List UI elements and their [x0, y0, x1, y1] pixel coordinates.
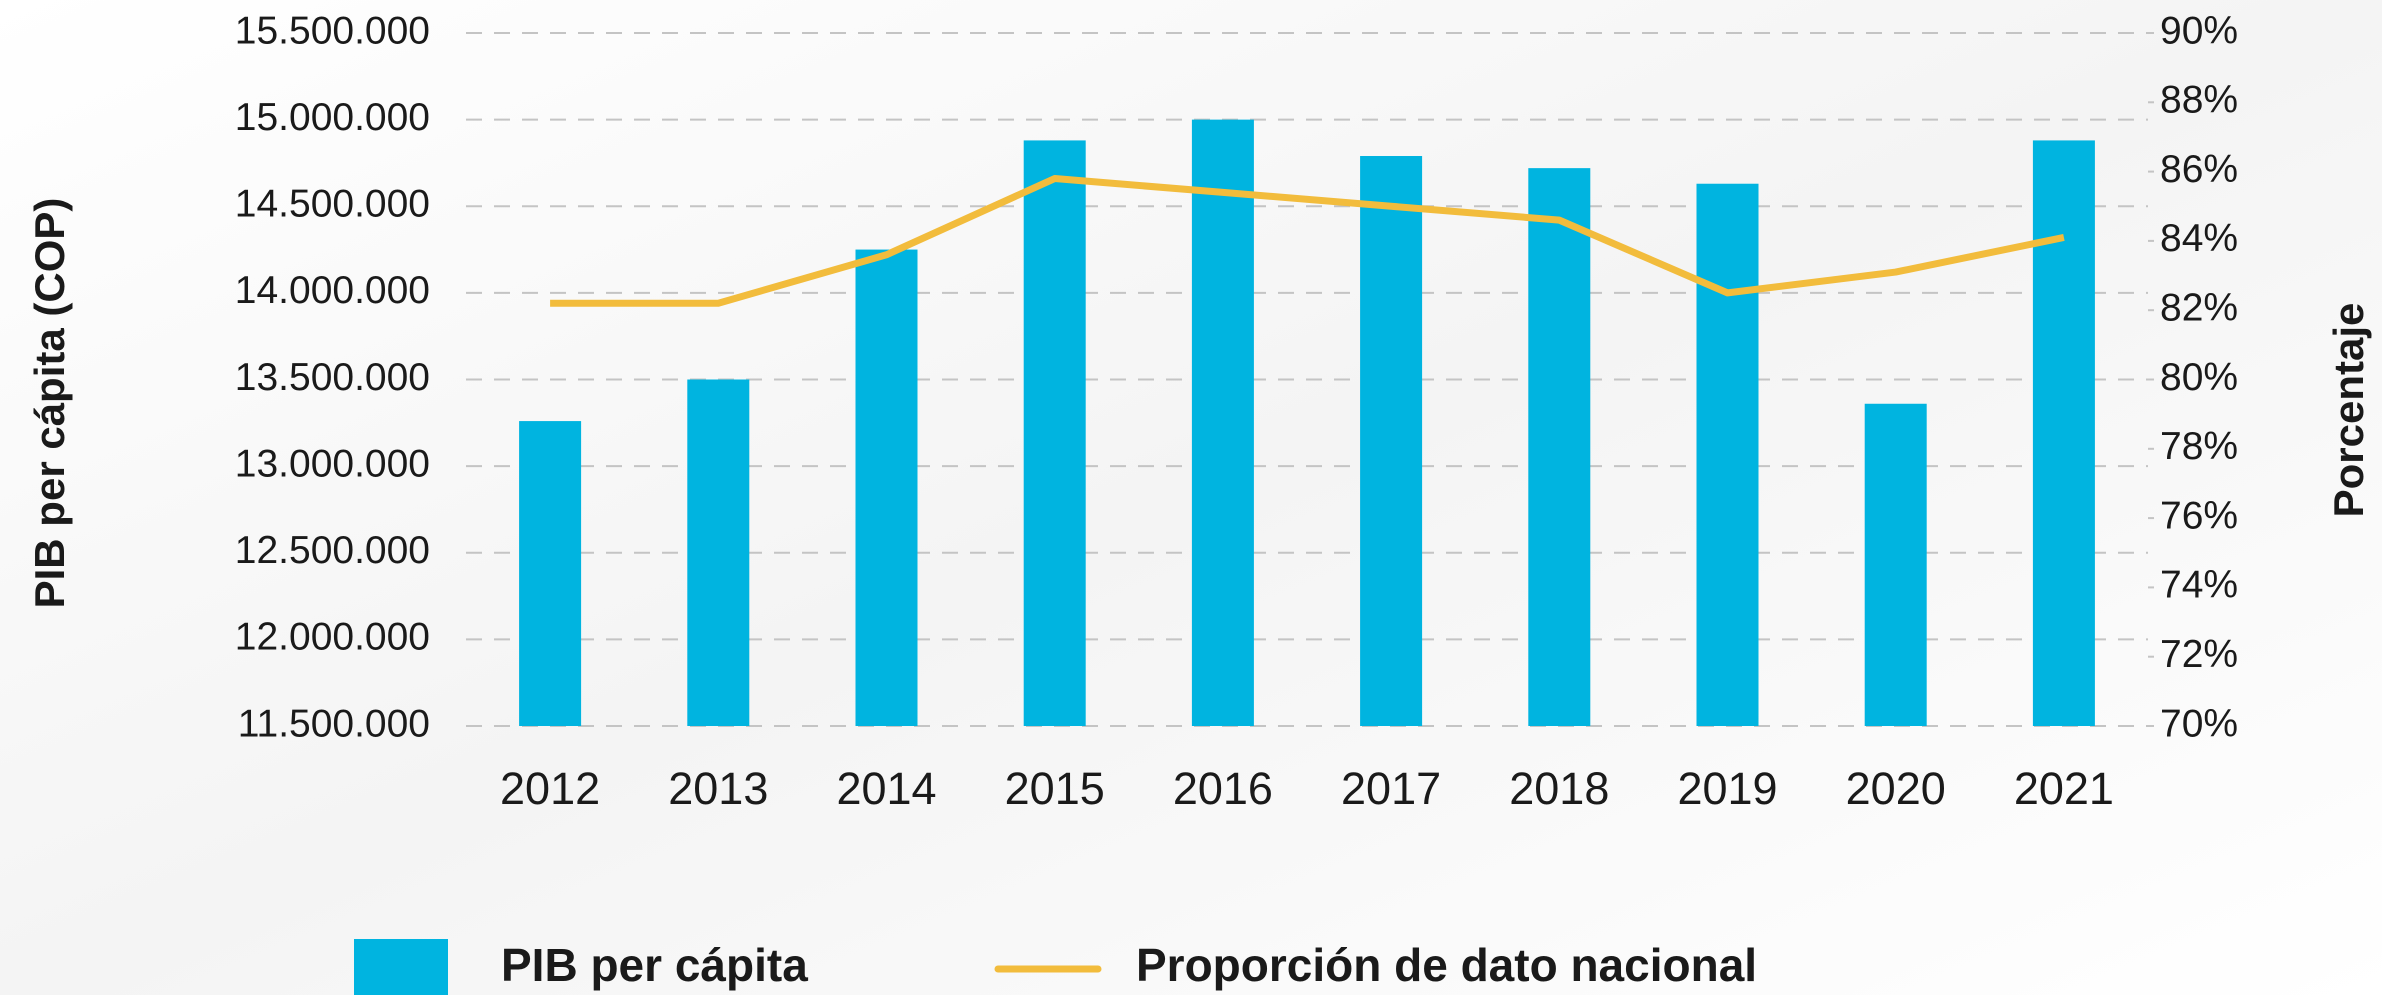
y2-tick-label: 70%	[2160, 702, 2238, 745]
y-tick-label: 14.000.000	[235, 269, 430, 312]
x-tick-label: 2019	[1677, 763, 1777, 814]
x-tick-label: 2012	[500, 763, 600, 814]
legend-swatch	[354, 939, 448, 995]
y2-tick-label: 88%	[2160, 79, 2238, 122]
y2-tick-label: 90%	[2160, 9, 2238, 52]
bar	[1360, 156, 1423, 726]
bar	[855, 249, 918, 726]
y-tick-label: 15.000.000	[235, 96, 430, 139]
x-tick-label: 2014	[836, 763, 936, 814]
y2-tick-label: 84%	[2160, 217, 2238, 260]
y-tick-label: 15.500.000	[235, 9, 430, 52]
y-tick-label: 13.500.000	[235, 356, 430, 399]
x-tick-label: 2016	[1173, 763, 1273, 814]
bar	[1023, 140, 1086, 727]
y-tick-label: 14.500.000	[235, 183, 430, 226]
y2-tick-label: 74%	[2160, 564, 2238, 607]
y2-tick-label: 86%	[2160, 148, 2238, 191]
x-tick-label: 2015	[1005, 763, 1105, 814]
y-tick-label: 12.000.000	[235, 616, 430, 659]
y-tick-label: 13.000.000	[235, 442, 430, 485]
y-tick-label: 12.500.000	[235, 529, 430, 572]
legend-label: PIB per cápita	[501, 939, 808, 991]
y2-tick-label: 78%	[2160, 425, 2238, 468]
bar	[687, 379, 750, 726]
y-axis-title: PIB per cápita (COP)	[26, 198, 73, 609]
x-tick-label: 2018	[1509, 763, 1609, 814]
bar	[1191, 119, 1254, 726]
bar	[2032, 140, 2095, 727]
x-tick-label: 2017	[1341, 763, 1441, 814]
legend-label: Proporción de dato nacional	[1136, 939, 1757, 991]
y2-tick-label: 80%	[2160, 356, 2238, 399]
y2-tick-label: 82%	[2160, 286, 2238, 329]
x-tick-label: 2021	[2014, 763, 2114, 814]
y2-axis-title: Porcentaje	[2325, 303, 2372, 518]
bar	[519, 421, 582, 726]
bar	[1696, 183, 1759, 727]
y-tick-label: 11.500.000	[238, 702, 430, 745]
y2-tick-label: 72%	[2160, 633, 2238, 676]
y2-tick-label: 76%	[2160, 494, 2238, 537]
bar	[1864, 403, 1927, 726]
line	[550, 175, 2065, 307]
bar	[1528, 168, 1591, 726]
x-tick-label: 2013	[668, 763, 768, 814]
x-tick-label: 2020	[1846, 763, 1946, 814]
